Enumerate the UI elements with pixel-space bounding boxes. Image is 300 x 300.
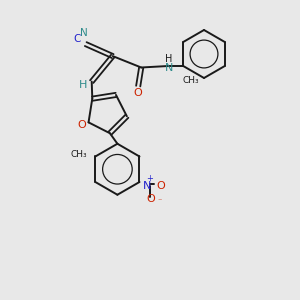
Text: N: N	[80, 28, 88, 38]
Text: O: O	[146, 194, 155, 204]
Text: N: N	[165, 63, 173, 74]
Text: N: N	[143, 181, 152, 190]
Text: H: H	[79, 80, 88, 90]
Text: +: +	[146, 174, 153, 183]
Text: C: C	[74, 34, 81, 44]
Text: O: O	[78, 120, 86, 130]
Text: CH₃: CH₃	[70, 151, 87, 160]
Text: O: O	[134, 88, 142, 98]
Text: H: H	[165, 54, 173, 64]
Text: ⁻: ⁻	[158, 196, 162, 205]
Text: O: O	[156, 181, 165, 190]
Text: CH₃: CH₃	[182, 76, 199, 85]
